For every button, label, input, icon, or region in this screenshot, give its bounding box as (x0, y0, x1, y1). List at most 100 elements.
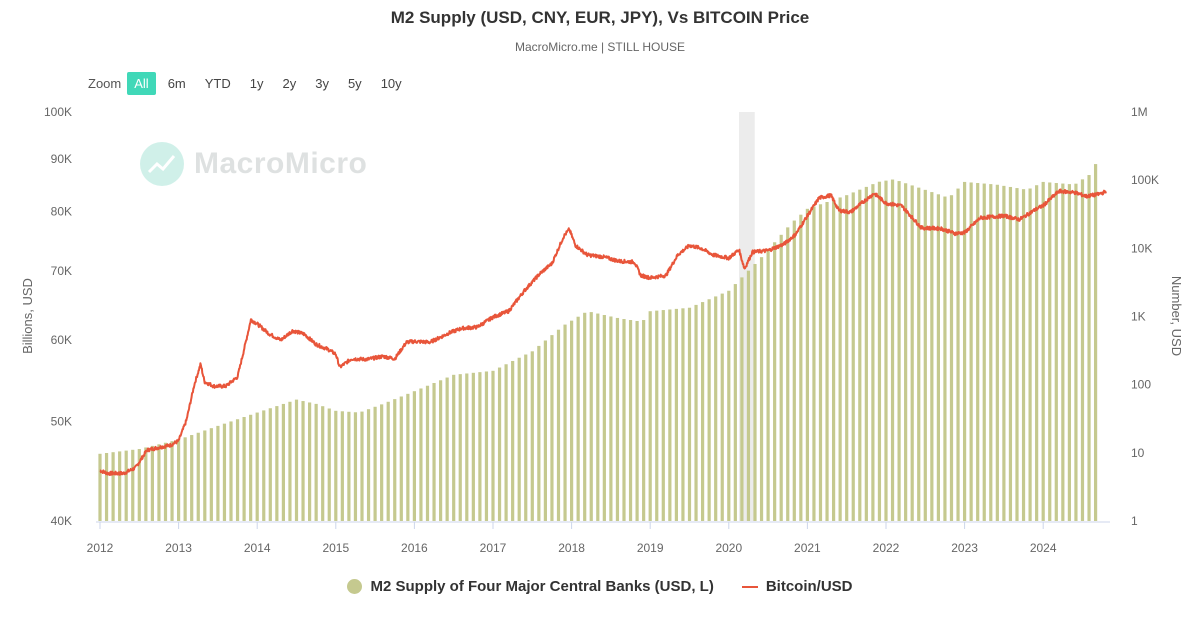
m2-bar (681, 308, 685, 521)
m2-bar (1093, 164, 1098, 521)
zoom-1y-button[interactable]: 1y (249, 76, 264, 91)
m2-bar (923, 189, 927, 522)
m2-bar (799, 214, 803, 521)
m2-bar (655, 310, 659, 521)
m2-bar (917, 187, 921, 522)
m2-bar (124, 450, 128, 521)
right-axis-tick-label: 100 (1131, 378, 1151, 392)
m2-bar (982, 183, 986, 521)
zoom-all-button[interactable]: All (127, 72, 156, 95)
m2-bar (360, 411, 364, 521)
chart-title: M2 Supply (USD, CNY, EUR, JPY), Vs BITCO… (390, 8, 810, 27)
m2-bar (288, 401, 292, 521)
m2-bar (412, 391, 416, 521)
m2-bar (380, 404, 384, 521)
right-axis-tick-label: 100K (1131, 173, 1159, 187)
legend-item-m2[interactable]: M2 Supply of Four Major Central Banks (U… (347, 578, 714, 595)
m2-bar (779, 234, 783, 521)
m2-bar (1087, 175, 1091, 521)
m2-bar (720, 293, 724, 521)
m2-bar (222, 423, 227, 521)
m2-bar (753, 263, 757, 521)
m2-bar (930, 192, 934, 522)
m2-bar (805, 208, 809, 522)
m2-bar (347, 411, 351, 521)
zoom-5y-button[interactable]: 5y (347, 76, 362, 91)
m2-bar (432, 383, 436, 521)
m2-bar (1015, 188, 1019, 521)
x-axis-tick-label: 2016 (401, 541, 428, 555)
m2-bar (524, 354, 528, 521)
m2-bar (976, 183, 980, 522)
m2-bar (353, 412, 358, 521)
legend-m2-swatch (347, 579, 363, 594)
m2-bar (438, 380, 443, 521)
m2-bar (700, 302, 705, 521)
zoom-10y-button[interactable]: 10y (380, 76, 402, 91)
m2-bar (890, 179, 895, 521)
m2-bar (1021, 189, 1026, 521)
right-axis-title: Number, USD (1169, 276, 1184, 356)
m2-bar (340, 411, 344, 521)
zoom-6m-button[interactable]: 6m (167, 76, 186, 91)
m2-bar (825, 201, 829, 522)
m2-bar (183, 437, 187, 521)
left-axis-tick-label: 80K (51, 205, 72, 219)
m2-bar (661, 310, 665, 521)
left-axis-tick-label: 60K (51, 333, 72, 347)
m2-bar (268, 408, 272, 521)
m2-bar (962, 181, 967, 522)
m2-bar (694, 304, 698, 521)
legend-btc-label: Bitcoin/USD (765, 578, 853, 595)
m2-bar (275, 406, 279, 521)
m2-bar (727, 290, 731, 521)
x-axis-tick-label: 2014 (244, 541, 271, 555)
m2-bar (969, 182, 973, 522)
m2-bar (150, 445, 154, 521)
m2-bar (307, 402, 312, 521)
m2-bar (884, 180, 888, 521)
right-axis-tick-label: 1 (1131, 514, 1138, 528)
m2-bar (563, 324, 567, 521)
m2-bar (157, 444, 161, 521)
m2-bar (910, 185, 914, 522)
x-axis-tick-label: 2017 (480, 541, 507, 555)
left-axis-tick-label: 70K (51, 264, 72, 278)
m2-bar (831, 199, 836, 521)
m2-bar (877, 181, 882, 521)
m2-bar (203, 430, 207, 521)
m2-bar (196, 432, 200, 521)
zoom-2y-button[interactable]: 2y (282, 76, 297, 91)
m2-bar (740, 277, 744, 521)
m2-bar (530, 351, 534, 521)
legend-item-btc[interactable]: Bitcoin/USD (741, 578, 853, 595)
macromicro-logo-icon (140, 142, 184, 186)
zoom-3y-button[interactable]: 3y (315, 76, 329, 91)
m2-bar (668, 309, 672, 521)
m2-bar (792, 220, 796, 521)
m2-bar (471, 372, 475, 521)
m2-bar (511, 360, 515, 521)
m2-bar (399, 396, 403, 521)
m2-bar (111, 452, 115, 521)
m2-bar (596, 313, 600, 521)
x-axis-tick-label: 2013 (165, 541, 192, 555)
m2-bar (622, 319, 626, 521)
m2-bar (1035, 185, 1039, 521)
m2-bar (497, 367, 502, 521)
zoom-ytd-button[interactable]: YTD (204, 76, 231, 91)
x-axis-tick-label: 2024 (1030, 541, 1057, 555)
x-axis-tick-label: 2023 (951, 541, 978, 555)
m2-bar (871, 184, 875, 522)
m2-bar (373, 406, 377, 521)
m2-bar (452, 374, 456, 521)
m2-bar (714, 296, 718, 521)
m2-bar (131, 449, 135, 521)
zoom-label: Zoom (88, 76, 122, 91)
m2-bar (943, 196, 947, 522)
m2-bar (936, 194, 940, 522)
m2-bar (1074, 183, 1078, 521)
m2-bar (707, 299, 711, 521)
m2-bar (609, 316, 613, 521)
